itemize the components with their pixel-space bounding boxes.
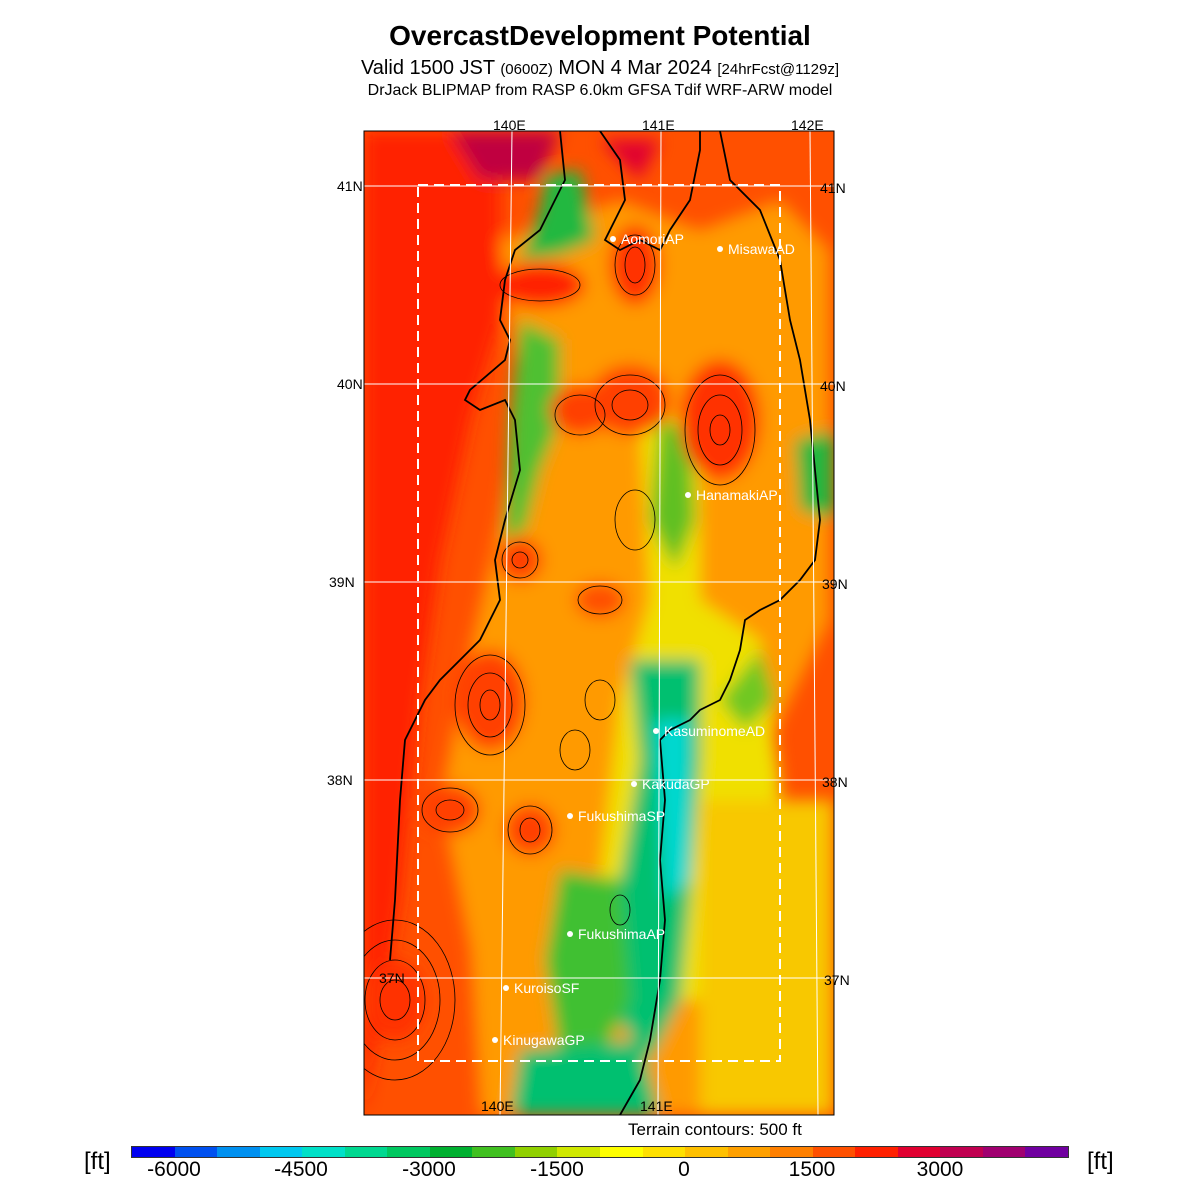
colorbar-segment <box>940 1147 983 1157</box>
station-marker <box>567 813 573 819</box>
colorbar-segment <box>770 1147 813 1157</box>
chart-title: OvercastDevelopment Potential <box>389 20 811 51</box>
station-layer: AomoriAP MisawaAD HanamakiAP KasuminomeAD Ka… <box>492 231 795 1048</box>
lat-label-41n-left: 41N <box>337 178 363 194</box>
colorbar-segment <box>387 1147 430 1157</box>
map-frame <box>363 130 835 1116</box>
colorbar-segment <box>429 1147 473 1157</box>
colorbar-tick: -1500 <box>530 1158 584 1181</box>
station-marker <box>653 728 659 734</box>
lat-label-40n-left: 40N <box>337 376 363 392</box>
lat-label-37n-left: 37N <box>379 970 405 986</box>
station-marker <box>717 246 723 252</box>
colorbar-segment <box>600 1147 643 1157</box>
station-marker <box>631 781 637 787</box>
inner-domain-box <box>417 184 781 1062</box>
station-marker <box>503 985 509 991</box>
colorbar-segment <box>1025 1147 1069 1157</box>
lat-label-40n-right: 40N <box>820 378 846 394</box>
colorbar-tick: 1500 <box>788 1158 836 1181</box>
station-label: AomoriAP <box>621 231 684 247</box>
terrain-contour-note: Terrain contours: 500 ft <box>628 1120 802 1139</box>
colorbar-tick: -4500 <box>274 1158 328 1181</box>
station-label: KasuminomeAD <box>664 723 765 739</box>
station-label: FukushimaAP <box>578 926 665 942</box>
colorbar-segment <box>812 1147 856 1157</box>
colorbar-segment <box>642 1147 686 1157</box>
station-label: HanamakiAP <box>696 487 778 503</box>
colorbar-unit-right: [ft] <box>1087 1148 1114 1175</box>
station-marker <box>610 236 616 242</box>
colorbar-segment <box>132 1147 175 1157</box>
colorbar-segment <box>897 1147 941 1157</box>
station-marker <box>567 931 573 937</box>
colorbar-tick: -6000 <box>147 1158 201 1181</box>
lat-label-38n-right: 38N <box>822 774 848 790</box>
colorbar-segment <box>302 1147 345 1157</box>
valid-main: Valid 1500 JST <box>360 57 501 79</box>
lon-label-142e-top: 142E <box>791 117 824 133</box>
lon-label-141e-top: 141E <box>642 117 675 133</box>
colorbar-segment <box>344 1147 388 1157</box>
station-marker <box>685 492 691 498</box>
lat-label-38n-left: 38N <box>327 772 353 788</box>
colorbar-segment <box>557 1147 601 1157</box>
terrain-contours <box>364 234 756 1081</box>
forecast-info: [24hrFcst@1129z] <box>717 61 840 78</box>
colorbar <box>131 1146 1069 1158</box>
station-label: MisawaAD <box>728 241 795 257</box>
colorbar-segment <box>217 1147 260 1157</box>
station-label: KakudaGP <box>642 776 710 792</box>
station-label: KinugawaGP <box>503 1032 585 1048</box>
colorbar-segment <box>514 1147 558 1157</box>
colorbar-tick: 3000 <box>916 1158 964 1181</box>
colorbar-segment <box>727 1147 771 1157</box>
lat-label-39n-left: 39N <box>329 574 355 590</box>
lon-label-141e-bottom: 141E <box>640 1098 673 1114</box>
lat-label-39n-right: 39N <box>822 576 848 592</box>
colorbar-segment <box>982 1147 1026 1157</box>
valid-zulu: (0600Z) <box>500 61 553 78</box>
lat-label-37n-right: 37N <box>824 972 850 988</box>
colorbar-segment <box>174 1147 218 1157</box>
lon-label-140e-bottom: 140E <box>481 1098 514 1114</box>
colorbar-unit-left: [ft] <box>84 1148 111 1175</box>
station-label: KuroisoSF <box>514 980 579 996</box>
model-description: DrJack BLIPMAP from RASP 6.0km GFSA Tdif… <box>367 82 833 99</box>
colorbar-segment <box>855 1147 898 1157</box>
colorbar-tick: 0 <box>678 1158 690 1181</box>
station-marker <box>492 1037 498 1043</box>
colorbar-segment <box>472 1147 515 1157</box>
station-label: FukushimaSP <box>578 808 665 824</box>
lat-label-41n-right: 41N <box>820 180 846 196</box>
valid-time: Valid 1500 JST (0600Z) MON 4 Mar 2024 [2… <box>0 57 1200 80</box>
colorbar-segment <box>685 1147 728 1157</box>
lon-label-140e-top: 140E <box>493 117 526 133</box>
colorbar-tick: -3000 <box>402 1158 456 1181</box>
coastline <box>389 131 821 1115</box>
colorbar-segment <box>259 1147 303 1157</box>
field-layer <box>364 131 834 1115</box>
valid-date: MON 4 Mar 2024 <box>552 57 718 79</box>
